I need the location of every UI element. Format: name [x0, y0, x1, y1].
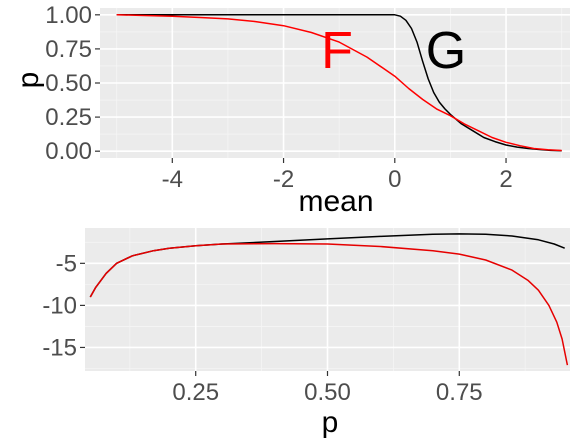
series-line-red: [116, 14, 562, 152]
top-y-axis-label: p: [12, 72, 45, 89]
top-series-group: [116, 14, 562, 152]
x-tick-label: -4: [162, 166, 183, 193]
top-y-axis-ticks: 0.00 0.25 0.50 0.75 1.00: [45, 2, 100, 165]
top-grid: [100, 8, 570, 158]
top-annotations: F G: [321, 22, 466, 80]
x-tick-label: 0.50: [304, 379, 351, 406]
y-tick-label: 0.50: [45, 70, 92, 97]
top-x-axis-label: mean: [298, 185, 373, 218]
series-line-red: [89, 242, 569, 366]
bottom-panel: 0.25 0.50 0.75 -5 -10 -15 p: [42, 228, 570, 439]
top-x-axis-ticks: -4 -2 0 2: [162, 158, 513, 193]
bottom-x-axis-ticks: 0.25 0.50 0.75: [172, 371, 483, 406]
y-tick-label: -10: [42, 292, 77, 319]
bottom-y-axis-ticks: -5 -10 -15: [42, 250, 85, 361]
y-tick-label: 0.75: [45, 36, 92, 63]
x-tick-label: -2: [273, 166, 294, 193]
x-tick-label: 0: [388, 166, 401, 193]
bottom-x-axis-label: p: [322, 406, 339, 439]
y-tick-label: -5: [56, 250, 77, 277]
top-panel: F G -4 -2 0 2 0.00 0.25 0.50 0.75 1.00 mean p: [12, 2, 570, 218]
bottom-series-group: [89, 233, 569, 366]
annotation-g: G: [426, 22, 466, 80]
y-tick-label: -15: [42, 334, 77, 361]
bottom-grid: [85, 228, 570, 371]
series-line-black: [116, 14, 562, 152]
y-tick-label: 1.00: [45, 2, 92, 29]
annotation-f: F: [321, 22, 353, 80]
x-tick-label: 2: [499, 166, 512, 193]
y-tick-label: 0.25: [45, 104, 92, 131]
x-tick-label: 0.25: [172, 379, 219, 406]
x-tick-label: 0.75: [436, 379, 483, 406]
y-tick-label: 0.00: [45, 138, 92, 165]
